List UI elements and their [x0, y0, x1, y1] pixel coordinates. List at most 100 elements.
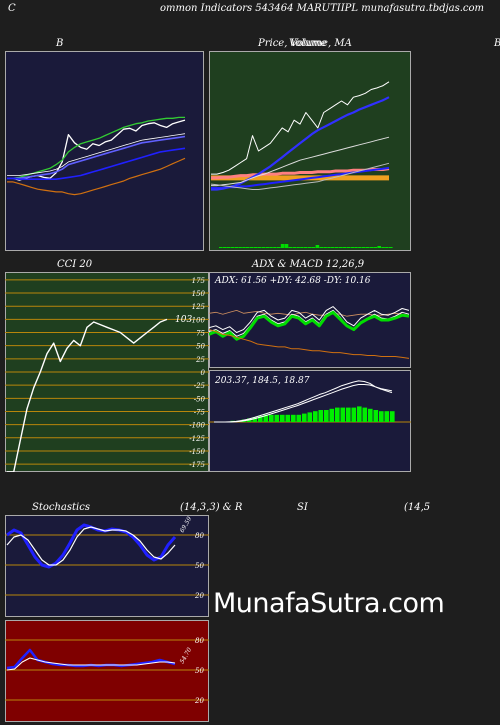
volume-bar [261, 247, 266, 248]
cci-tick-label: 100 [192, 316, 206, 324]
volume-bar [238, 247, 242, 248]
bb-title: B [56, 38, 64, 49]
price-chart [209, 51, 411, 251]
cci-chart: 175 150 125 100 75 50 25 0 -25 -50 -75 -100 -125 -150… [5, 272, 209, 472]
volume-bar [280, 244, 285, 248]
volume-bar [288, 247, 293, 248]
volume-bar [331, 247, 335, 248]
macd-histogram-bar [318, 410, 324, 422]
volume-bar [257, 247, 262, 248]
volume-bar [323, 247, 327, 248]
volume-bar [292, 247, 296, 248]
rsi-signal-line [6, 657, 176, 671]
macd-histogram-bar [291, 414, 296, 422]
adx-chart: ADX: 61.56 +DY: 42.68 -DY: 10.16 [209, 272, 411, 368]
cci-tick-label: -75 [194, 408, 206, 416]
macd-histogram-bar [274, 414, 280, 422]
cci-tick-label: 0 [201, 369, 206, 377]
stoch-title: Stochastics [32, 502, 90, 513]
volume-bar [242, 247, 246, 248]
cci-title: CCI 20 [57, 259, 93, 270]
bollinger-series-line [7, 135, 186, 180]
cci-tick-label: 75 [196, 330, 205, 338]
stoch-tick-label: 20 [194, 592, 204, 600]
stoch-params: (14,3,3) & R [180, 502, 243, 513]
volume-bar [327, 247, 331, 248]
price-background [209, 51, 411, 251]
volume-bar [354, 247, 358, 248]
volume-bar [273, 247, 277, 248]
macd-histogram-bar [357, 406, 362, 422]
volume-bar [219, 247, 223, 248]
stoch-background [5, 515, 209, 617]
signal-line [214, 384, 393, 423]
macd-histogram-bar [313, 411, 318, 422]
cci-line [7, 318, 168, 472]
macd-histogram-bar [329, 408, 335, 422]
page-title: ommon Indicators 543464 MARUTIIPL munafa… [160, 3, 484, 14]
macd-values-label: 203.37, 184.5, 18.87 [214, 376, 310, 386]
volume-bar [377, 246, 381, 248]
macd-histogram-bar [335, 407, 340, 422]
volume-bar [222, 247, 227, 248]
rsi-params: (14,5 [404, 502, 431, 513]
si-title: SI [297, 502, 308, 513]
volume-bar [300, 247, 304, 248]
adx-values-label: ADX: 61.56 +DY: 42.68 -DY: 10.16 [214, 276, 371, 286]
volume-bar [365, 247, 370, 248]
macd-histogram-bar [296, 414, 302, 422]
macd-histogram-bar [368, 408, 373, 422]
cci-tick-label: -175 [189, 461, 205, 469]
price-line [211, 81, 390, 175]
adx-line [209, 306, 410, 333]
volume-bar [342, 247, 347, 248]
ma-line-fast [211, 96, 390, 191]
macd-chart: 203.37, 184.5, 18.87 [209, 370, 411, 472]
bollinger-series-line [7, 157, 186, 196]
volume-bar [296, 247, 300, 248]
volume-bar [226, 247, 231, 248]
volume-bar [311, 247, 316, 248]
macd-line [214, 380, 393, 423]
cci-tick-label: -50 [194, 395, 206, 403]
price-title-b: Volume, [290, 38, 332, 49]
bollinger-chart [5, 51, 204, 251]
price-title-c: Volume [289, 38, 327, 49]
macd-histogram-bar [390, 411, 395, 422]
ma-band-pink [211, 167, 390, 180]
stoch-tick-label: 50 [195, 562, 204, 570]
macd-histogram-bar [302, 413, 307, 422]
volume-bar [277, 247, 281, 248]
volume-bar [246, 247, 250, 248]
volume-bar [389, 247, 393, 248]
price-title-a: Price, [258, 38, 288, 49]
macd-histogram-bar [324, 410, 329, 422]
rsi-tick-label: 20 [194, 697, 204, 705]
macd-histogram-bar [285, 414, 291, 422]
cci-tick-label: -125 [189, 435, 205, 443]
volume-bar [253, 247, 258, 248]
macd-histogram-bar [252, 417, 258, 422]
ma-line-blue [211, 166, 390, 189]
volume-bar [319, 247, 324, 248]
cci-tick-label: -150 [189, 448, 205, 456]
volume-bar [358, 247, 362, 248]
volume-bar [346, 247, 351, 248]
volume-bar [381, 247, 385, 248]
minus-dy-line [209, 329, 410, 359]
ma-line-white [211, 136, 390, 187]
volume-bar [385, 247, 389, 248]
left-letter: C [8, 3, 16, 14]
volume-bar [369, 247, 374, 248]
macd-histogram-bar [258, 416, 263, 422]
volume-bar [338, 247, 343, 248]
macd-histogram-bar [379, 411, 384, 422]
cci-last-value: 103 [175, 315, 192, 325]
volume-bar [230, 247, 235, 248]
macd-histogram-bar [373, 410, 379, 422]
volume-bar [284, 244, 289, 248]
cci-tick-label: 125 [192, 303, 206, 311]
macd-histogram-bar [362, 407, 368, 422]
macd-histogram-bar [351, 407, 357, 422]
